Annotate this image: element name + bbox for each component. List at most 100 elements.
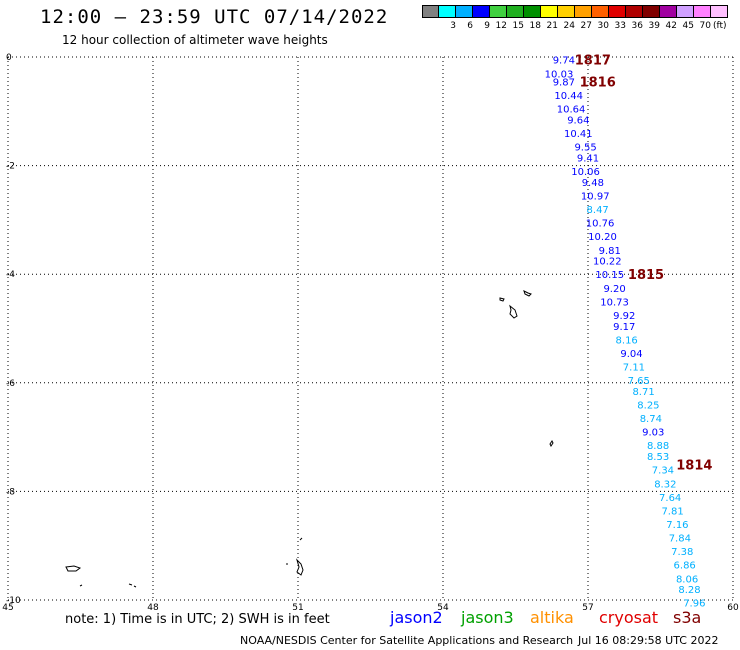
pass-time-label: 1815 <box>628 268 664 283</box>
wave-height-label: 9.03 <box>642 428 664 439</box>
wave-height-label: 8.53 <box>647 452 669 463</box>
color-swatch <box>626 5 643 18</box>
island-outline <box>79 584 83 587</box>
wave-height-label: 8.16 <box>616 335 638 346</box>
color-swatch <box>456 5 473 18</box>
wave-height-label: 7.65 <box>628 376 650 387</box>
wave-height-label: 7.16 <box>666 520 688 531</box>
color-scale-bar <box>422 5 728 18</box>
wave-height-label: 8.28 <box>678 585 700 596</box>
y-tick-label: -6 <box>6 379 15 389</box>
y-tick-label: -10 <box>6 596 21 606</box>
y-tick-label: -4 <box>6 270 15 280</box>
wave-height-label: 9.74 <box>553 56 575 67</box>
color-swatch <box>575 5 592 18</box>
legend-item-jason2: jason2 <box>390 608 443 627</box>
x-tick-label: 45 <box>2 603 13 613</box>
color-label: 18 <box>529 21 541 31</box>
wave-height-label: 10.76 <box>586 219 615 230</box>
color-swatch <box>643 5 660 18</box>
map-subtitle: 12 hour collection of altimeter wave hei… <box>62 33 328 47</box>
color-label: 3 <box>450 21 456 31</box>
land-outlines <box>65 290 554 588</box>
x-tick-label: 54 <box>437 603 449 613</box>
pass-time-labels: 1817 1816 1815 1814 <box>575 54 713 474</box>
color-label: 70 <box>699 21 711 31</box>
wave-height-label: 7.84 <box>669 534 691 545</box>
wave-height-label: 9.04 <box>620 349 642 360</box>
wave-height-label: 10.22 <box>593 257 622 268</box>
wave-height-label: 6.86 <box>674 561 696 572</box>
wave-height-label: 9.41 <box>577 153 599 164</box>
wave-height-label: 7.81 <box>661 506 683 517</box>
wave-height-label: 10.41 <box>564 129 593 140</box>
wave-height-label: 9.48 <box>582 178 604 189</box>
wave-height-label: 7.34 <box>652 466 674 477</box>
color-label: 39 <box>648 21 660 31</box>
color-swatch <box>609 5 626 18</box>
island-outline <box>523 290 532 297</box>
map-title: 12:00 – 23:59 UTC 07/14/2022 <box>40 6 389 28</box>
color-label: 30 <box>597 21 609 31</box>
island-outline <box>65 565 82 572</box>
credit-line: NOAA/NESDIS Center for Satellite Applica… <box>240 634 574 647</box>
color-unit-label: (ft) <box>713 21 727 31</box>
wave-height-label: 8.06 <box>676 574 698 585</box>
x-tick-label: 48 <box>147 603 159 613</box>
wave-height-label: 7.11 <box>623 363 645 374</box>
pass-time-label: 1817 <box>575 54 611 69</box>
color-swatch <box>473 5 490 18</box>
wave-height-label: 10.73 <box>600 297 629 308</box>
color-label: 36 <box>631 21 643 31</box>
wave-height-label: 10.20 <box>588 232 617 243</box>
pass-time-label: 1816 <box>580 75 616 90</box>
wave-height-label: 9.55 <box>574 143 596 154</box>
wave-height-label: 9.20 <box>603 284 625 295</box>
wave-height-label: 10.06 <box>571 167 600 178</box>
x-tick-label: 57 <box>582 603 593 613</box>
wave-height-label: 10.64 <box>557 105 586 116</box>
color-swatch <box>677 5 694 18</box>
legend-item-s3a: s3a <box>673 608 702 627</box>
wave-height-label: 8.25 <box>637 401 659 412</box>
color-swatch <box>592 5 609 18</box>
wave-height-label: 8.47 <box>587 205 609 216</box>
wave-height-label: 9.92 <box>613 311 635 322</box>
legend-item-altika: altika <box>530 608 574 627</box>
axis-ticks: 45 48 51 54 57 60 0 -2 -4 -6 -8 -10 <box>2 53 739 613</box>
color-swatch <box>541 5 558 18</box>
island-outline <box>549 440 554 447</box>
island-outline <box>509 304 518 319</box>
island-outline <box>128 583 137 588</box>
wave-height-label: 7.96 <box>683 599 705 610</box>
generation-timestamp: Jul 16 08:29:58 UTC 2022 <box>578 634 719 647</box>
wave-height-label: 8.74 <box>640 414 662 425</box>
x-tick-label: 51 <box>292 603 303 613</box>
color-swatch <box>694 5 711 18</box>
wave-height-label: 10.44 <box>554 91 583 102</box>
wave-height-label: 10.03 <box>545 69 574 80</box>
color-swatch <box>711 5 728 18</box>
legend-item-jason3: jason3 <box>461 608 514 627</box>
y-tick-label: 0 <box>6 53 12 63</box>
pass-time-label: 1814 <box>676 458 712 473</box>
island-outline <box>499 297 505 302</box>
x-tick-label: 60 <box>727 603 739 613</box>
color-swatch <box>490 5 507 18</box>
island-outline <box>295 558 304 576</box>
map-grid <box>7 56 734 601</box>
island-outline <box>299 537 303 541</box>
color-label: 15 <box>512 21 524 31</box>
color-swatch <box>422 5 439 18</box>
legend-item-cryosat: cryosat <box>599 608 659 627</box>
y-tick-label: -8 <box>6 487 15 497</box>
wave-height-label: 7.38 <box>671 547 693 558</box>
color-label: 45 <box>682 21 694 31</box>
color-swatch <box>524 5 541 18</box>
color-label: 33 <box>614 21 626 31</box>
color-swatch <box>507 5 524 18</box>
wave-height-label: 9.87 <box>553 77 575 88</box>
color-label: 24 <box>563 21 575 31</box>
wave-height-label: 9.81 <box>599 246 621 257</box>
color-swatch <box>660 5 677 18</box>
